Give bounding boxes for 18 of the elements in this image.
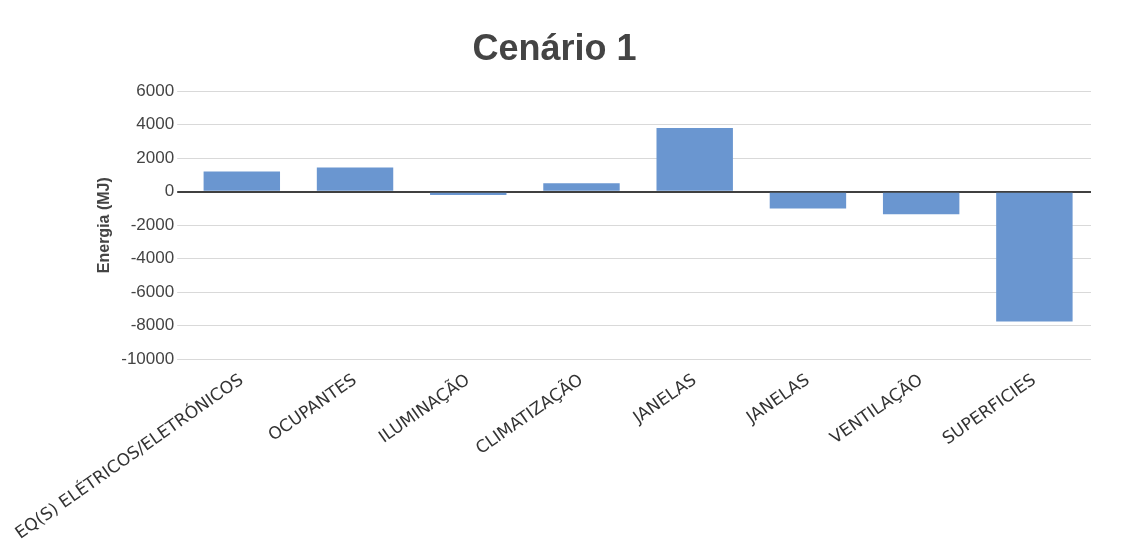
bar [316,167,394,191]
y-tick-label: 6000 [136,80,175,100]
y-tick-label: -8000 [130,315,175,335]
y-tick-label: -10000 [121,348,175,368]
chart-title: Cenário 1 [472,26,637,68]
bar [882,192,960,215]
bar [769,192,847,209]
y-tick-label: 4000 [136,114,175,134]
y-tick-label: 2000 [136,147,175,167]
bar [656,128,733,191]
y-tick-label: -2000 [130,214,175,234]
bar [996,192,1073,322]
y-tick-label: 0 [164,181,175,201]
y-tick-label: -4000 [130,248,175,268]
y-axis-title: Energia (MJ) [95,177,113,274]
y-tick-label: -6000 [130,281,175,301]
bar [543,183,620,191]
bar [203,171,281,191]
